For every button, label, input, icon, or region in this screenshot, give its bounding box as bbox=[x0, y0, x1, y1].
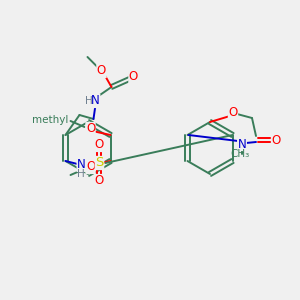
Text: O: O bbox=[228, 106, 238, 119]
Text: CH₃: CH₃ bbox=[230, 149, 250, 159]
Text: O: O bbox=[97, 64, 106, 77]
Text: N: N bbox=[91, 94, 100, 107]
Text: O: O bbox=[95, 139, 104, 152]
Text: O: O bbox=[95, 175, 104, 188]
Text: O: O bbox=[86, 160, 95, 173]
Text: N: N bbox=[77, 158, 86, 172]
Text: methyl: methyl bbox=[32, 115, 68, 125]
Text: N: N bbox=[238, 137, 246, 151]
Text: O: O bbox=[129, 70, 138, 83]
Text: H: H bbox=[76, 169, 84, 179]
Text: H: H bbox=[85, 96, 92, 106]
Text: O: O bbox=[272, 134, 280, 146]
Text: S: S bbox=[95, 157, 104, 169]
Text: O: O bbox=[86, 122, 95, 136]
